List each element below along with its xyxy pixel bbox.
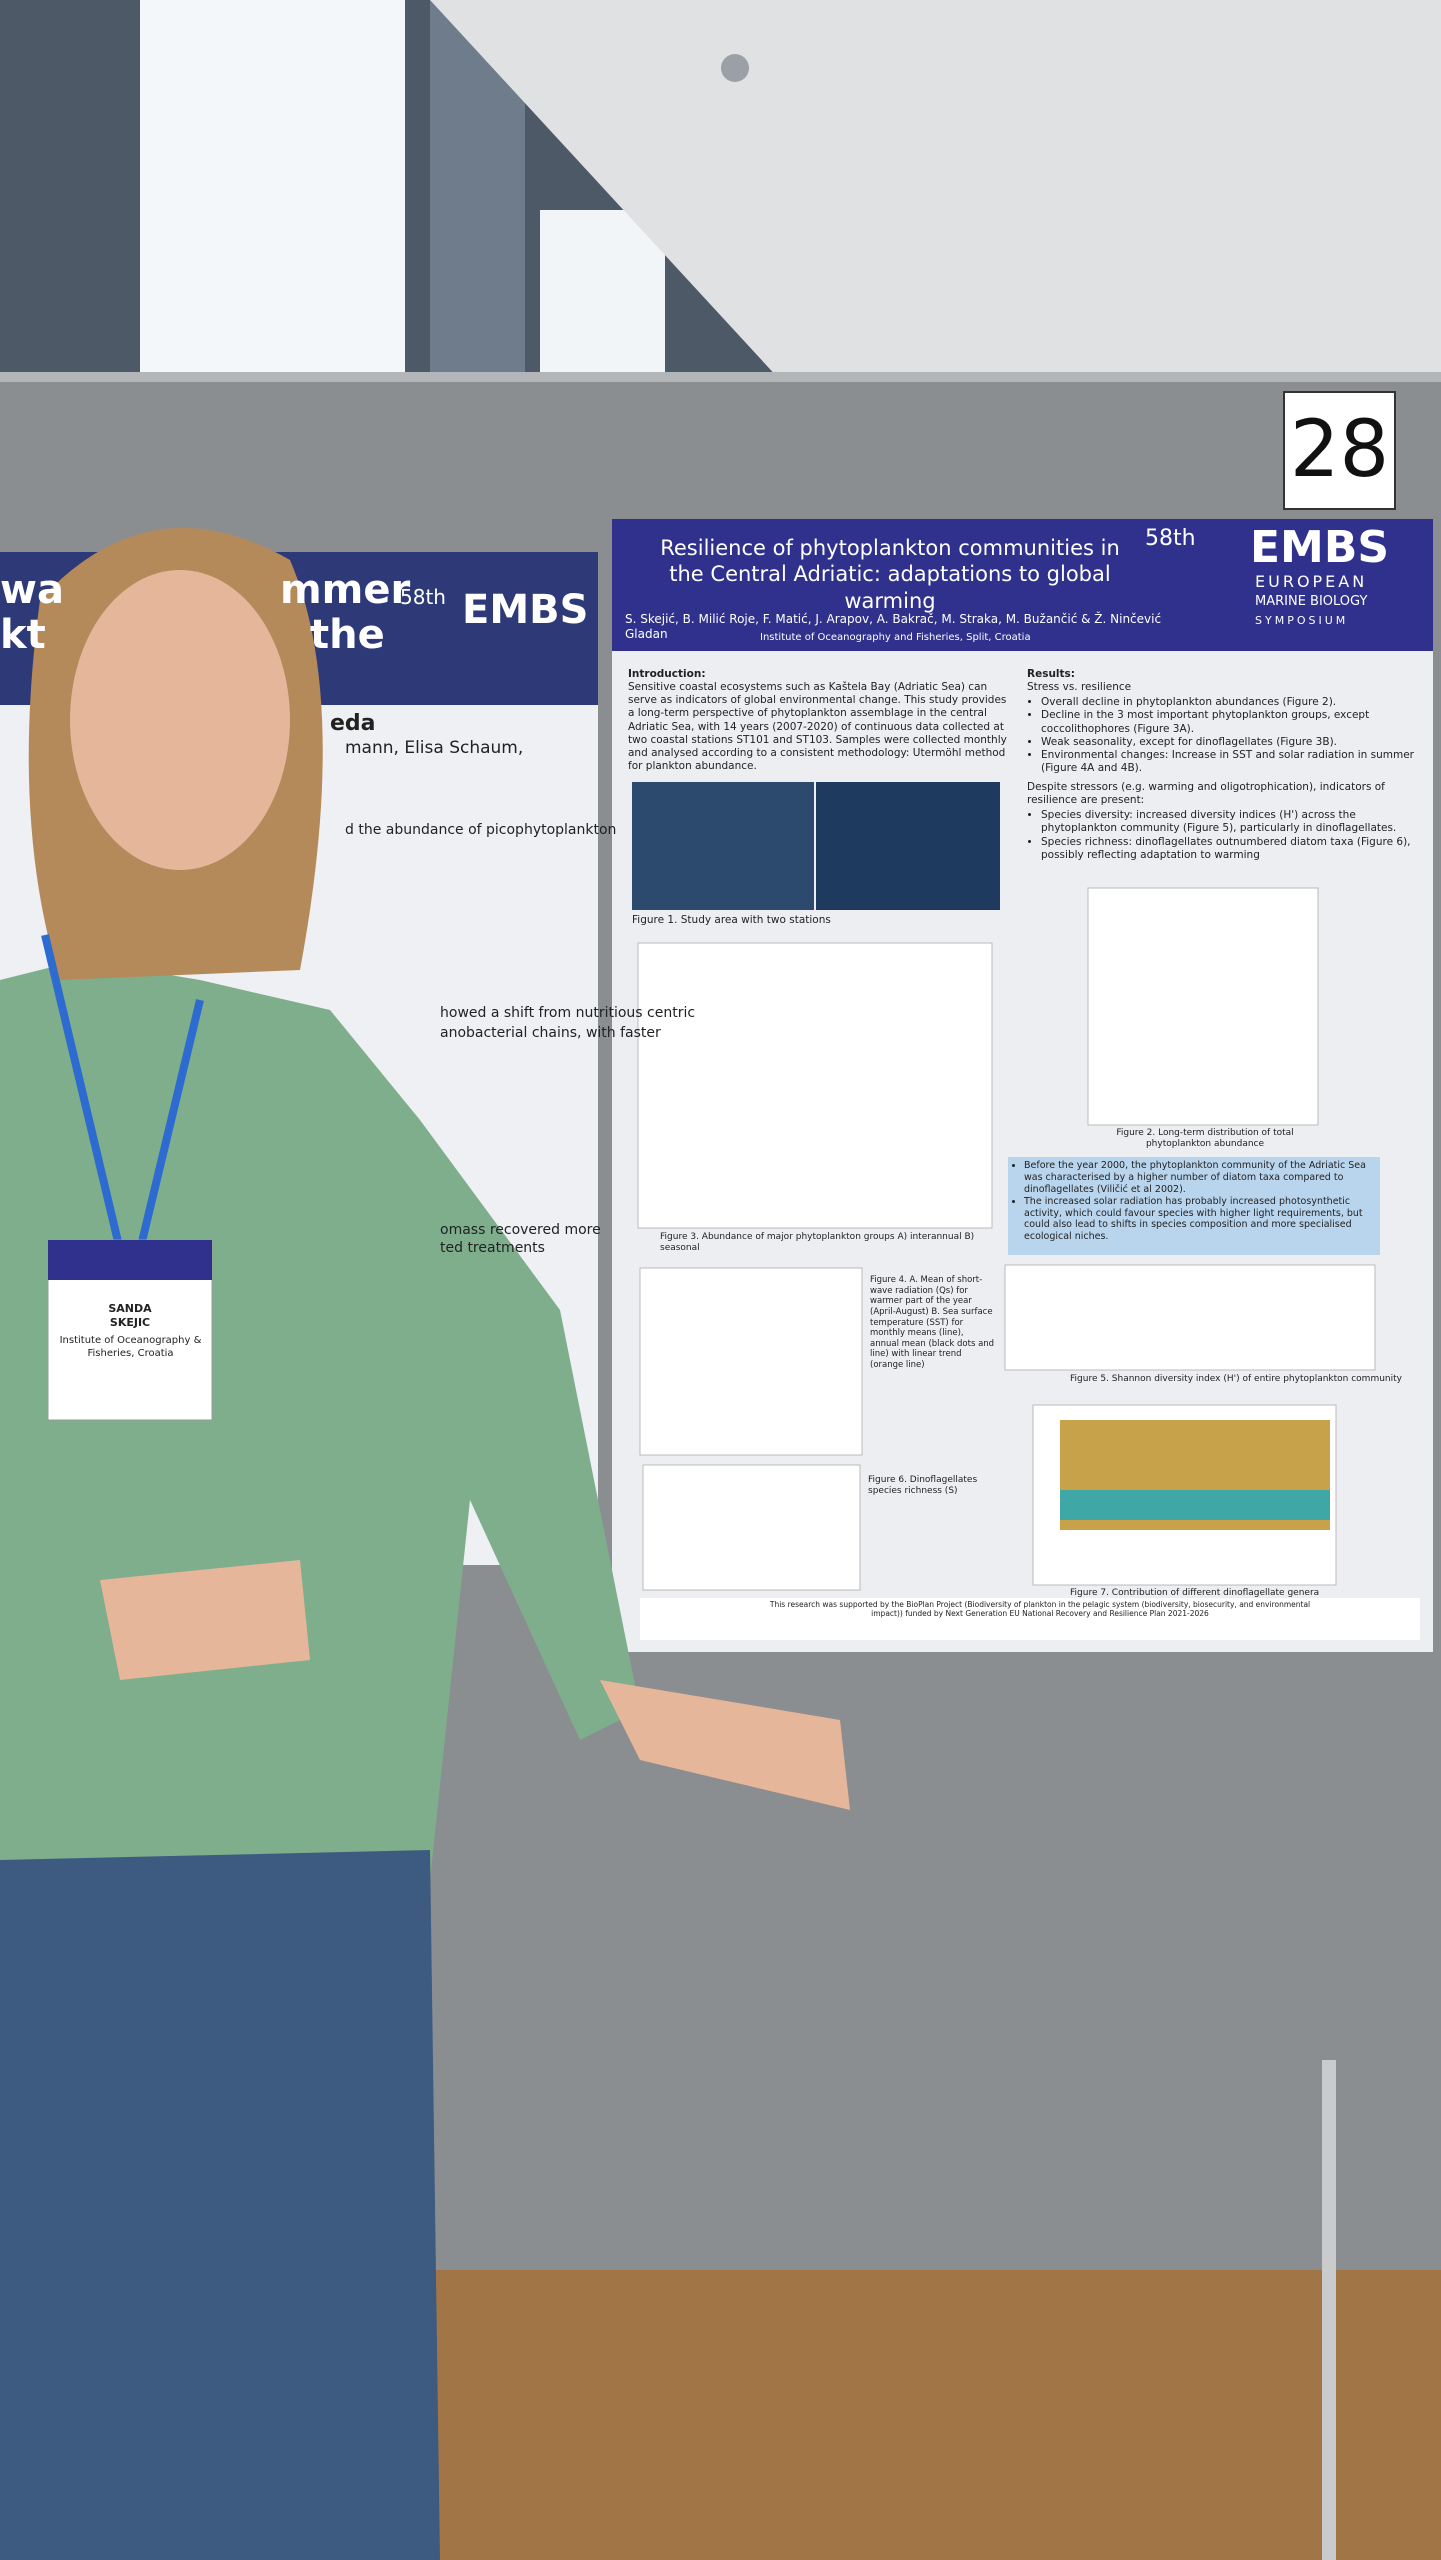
list-item: Overall decline in phytoplankton abundan… — [1041, 696, 1417, 709]
left-title: mmer — [280, 567, 411, 613]
paragraph: Despite stressors (e.g. warming and olig… — [1027, 781, 1385, 807]
conference-name: EMBS — [462, 587, 589, 633]
left-text: anobacterial chains, with faster — [440, 1025, 661, 1041]
left-text: omass recovered more — [440, 1222, 601, 1238]
badge-name: SANDA SKEJIC — [108, 1302, 152, 1329]
poster-affiliation: Institute of Oceanography and Fisheries,… — [760, 632, 1031, 643]
left-title: the — [310, 612, 385, 658]
conference-edition: 58th — [400, 585, 446, 609]
list-item: Decline in the 3 most important phytopla… — [1041, 709, 1417, 735]
left-name: eda — [330, 711, 376, 736]
left-text: howed a shift from nutritious centric — [440, 1005, 696, 1021]
results: Results: Stress vs. resilience Overall d… — [1027, 668, 1417, 864]
section-heading: Introduction: — [628, 668, 706, 680]
badge-affiliation: Institute of Oceanography & Fisheries, C… — [59, 1335, 202, 1359]
left-title: wa — [0, 567, 64, 613]
left-text: d the abundance of picophytoplankton — [345, 822, 617, 838]
conference-line: SYMPOSIUM — [1255, 614, 1349, 627]
list-item: Environmental changes: Increase in SST a… — [1041, 749, 1417, 775]
left-title: kt — [0, 612, 46, 658]
conference-edition: 58th — [1145, 526, 1196, 551]
list: Species diversity: increased diversity i… — [1027, 809, 1417, 862]
conference-name: EMBS — [1250, 522, 1390, 573]
caption: Figure 6. Dinoflagellates species richne… — [868, 1475, 978, 1497]
caption: Figure 2. Long-term distribution of tota… — [1116, 1128, 1294, 1150]
left-text: ted treatments — [440, 1240, 545, 1256]
caption: Figure 7. Contribution of different dino… — [1070, 1588, 1320, 1598]
conference-line: MARINE BIOLOGY — [1255, 594, 1368, 609]
left-authors: mann, Elisa Schaum, — [345, 738, 524, 758]
caption: Figure 5. Shannon diversity index (H') o… — [1070, 1374, 1402, 1384]
subheading: Stress vs. resilience — [1027, 681, 1132, 694]
caption: Figure 4. A. Mean of short-wave radiatio… — [870, 1275, 995, 1370]
footer: This research was supported by the BioPl… — [769, 1600, 1311, 1619]
list: Overall decline in phytoplankton abundan… — [1027, 696, 1417, 775]
introduction: Introduction: Sensitive coastal ecosyste… — [628, 668, 1008, 773]
list-item: Before the year 2000, the phytoplankton … — [1024, 1160, 1384, 1196]
poster-title: Resilience of phytoplankton communities … — [660, 536, 1120, 613]
board-number: 28 — [1289, 405, 1390, 495]
caption: Figure 1. Study area with two stations — [632, 914, 831, 926]
list-item: Weak seasonality, except for dinoflagell… — [1041, 736, 1417, 749]
list-item: The increased solar radiation has probab… — [1024, 1196, 1384, 1244]
list-item: Species diversity: increased diversity i… — [1041, 809, 1417, 835]
conference-line: EUROPEAN — [1255, 572, 1368, 591]
conclusion-box: Before the year 2000, the phytoplankton … — [1010, 1160, 1384, 1243]
poster-authors: S. Skejić, B. Milić Roje, F. Matić, J. A… — [625, 612, 1162, 641]
paragraph: Sensitive coastal ecosystems such as Kaš… — [628, 681, 1007, 772]
section-heading: Results: — [1027, 668, 1075, 680]
list-item: Species richness: dinoflagellates outnum… — [1041, 836, 1417, 862]
caption: Figure 3. Abundance of major phytoplankt… — [660, 1232, 975, 1254]
